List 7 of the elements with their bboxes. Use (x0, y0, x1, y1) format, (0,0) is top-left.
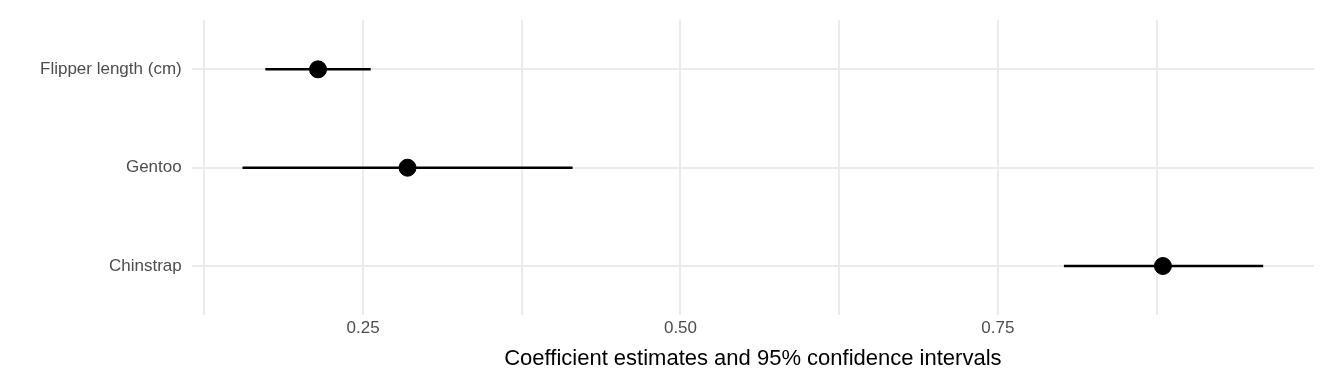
y-tick-label: Chinstrap (108, 255, 182, 275)
y-tick-label: Flipper length (cm) (39, 59, 182, 79)
x-tick-label: 0.75 (981, 318, 1015, 338)
x-tick-label: 0.25 (346, 318, 380, 338)
x-axis-title: Coefficient estimates and 95% confidence intervals (504, 344, 1002, 370)
y-tick-label: Gentoo (125, 157, 182, 177)
x-tick-label: 0.50 (663, 318, 698, 338)
